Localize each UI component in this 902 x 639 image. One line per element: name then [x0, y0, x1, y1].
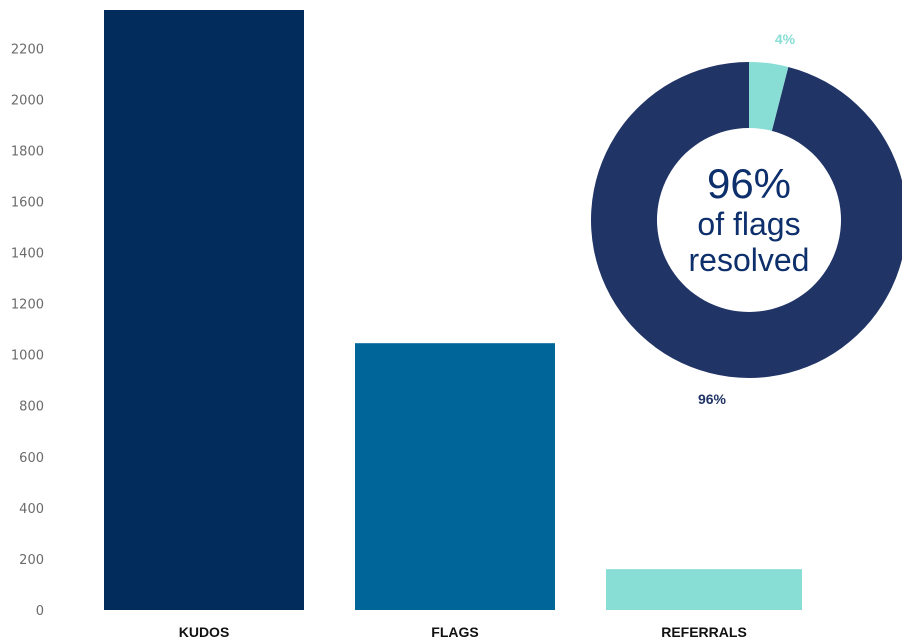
- donut-center-line1: of flags: [697, 206, 800, 242]
- donut-labels: 96% 4%: [698, 31, 796, 407]
- y-tick-label: 200: [19, 553, 44, 568]
- y-tick-label: 0: [36, 604, 44, 619]
- donut-label-unresolved: 4%: [775, 31, 796, 47]
- x-tick-label: FLAGS: [431, 624, 478, 639]
- y-tick-label: 1000: [11, 349, 44, 364]
- y-tick-label: 2200: [11, 42, 44, 57]
- y-tick-label: 2000: [11, 93, 44, 108]
- bar-referrals: [606, 569, 802, 610]
- donut-center-value: 96%: [707, 160, 791, 207]
- y-tick-label: 600: [19, 451, 44, 466]
- donut-center-line2: resolved: [689, 242, 810, 278]
- y-tick-label: 1400: [11, 247, 44, 262]
- y-tick-label: 400: [19, 502, 44, 517]
- y-tick-label: 1600: [11, 195, 44, 210]
- x-tick-label: KUDOS: [179, 624, 230, 639]
- bar-series: [104, 10, 802, 610]
- bar-kudos: [104, 10, 304, 610]
- donut-center: 96% of flags resolved: [689, 160, 810, 278]
- y-tick-label: 1800: [11, 144, 44, 159]
- donut-chart: [591, 62, 902, 378]
- y-tick-label: 1200: [11, 298, 44, 313]
- y-tick-label: 800: [19, 400, 44, 415]
- bar-flags: [355, 343, 555, 610]
- y-axis: 0 200 400 600 800 1000 1200 1400 1600 1800 2000 220…: [11, 42, 44, 619]
- donut-label-resolved: 96%: [698, 391, 727, 407]
- x-tick-label: REFERRALS: [661, 624, 747, 639]
- donut-slice-unresolved: [749, 62, 789, 131]
- category-labels: KUDOS FLAGS REFERRALS: [179, 624, 747, 639]
- donut-slice-resolved: [591, 62, 902, 378]
